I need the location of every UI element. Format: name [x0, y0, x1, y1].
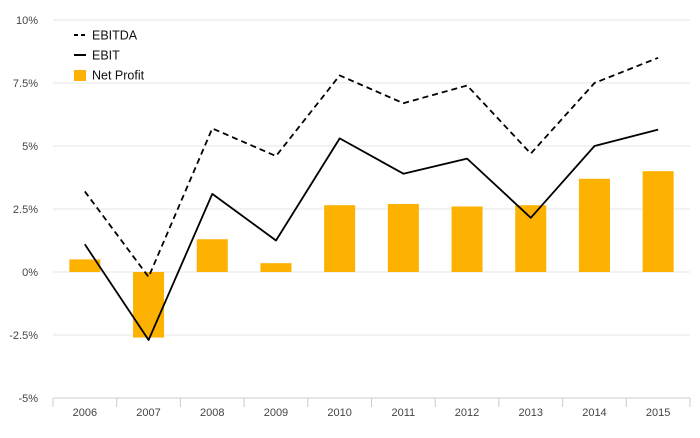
x-tick-label: 2009 [264, 407, 288, 419]
x-tick-label: 2008 [200, 407, 224, 419]
bar-net-profit [196, 239, 228, 272]
x-tick-label: 2011 [392, 407, 416, 419]
legend-label: EBITDA [92, 29, 138, 43]
x-tick-label: 2006 [73, 407, 97, 419]
y-axis-tick-labels: 10% 7.5% 5% 2.5% 0% -2.5% -5% [9, 15, 38, 405]
bar-net-profit [387, 203, 419, 272]
bars-net-profit [69, 171, 674, 338]
y-tick-label: 5% [22, 141, 38, 153]
bar-net-profit [260, 263, 292, 272]
x-tick-label: 2007 [136, 407, 160, 419]
y-tick-label: 2.5% [13, 204, 38, 216]
lines-layer [84, 56, 659, 341]
bar-net-profit [578, 178, 610, 272]
line-ebit [84, 128, 659, 341]
bar-net-profit [451, 206, 483, 272]
legend-swatch-net-profit [74, 70, 86, 81]
legend: EBITDA EBIT Net Profit [74, 29, 145, 83]
x-tick-label: 2014 [582, 407, 606, 419]
bar-net-profit [133, 272, 165, 338]
line-ebitda [84, 56, 659, 278]
y-tick-label: 10% [16, 15, 38, 27]
legend-label: EBIT [92, 49, 120, 63]
y-tick-label: 0% [22, 267, 38, 279]
y-tick-label: -5% [18, 393, 38, 405]
bar-net-profit [69, 259, 101, 272]
x-tick-label: 2012 [455, 407, 479, 419]
y-tick-label: -2.5% [9, 330, 38, 342]
bar-net-profit [324, 205, 356, 272]
x-tick-label: 2015 [646, 407, 670, 419]
x-tick-label: 2010 [327, 407, 351, 419]
bar-net-profit [642, 171, 674, 272]
x-tick-label: 2013 [519, 407, 543, 419]
y-tick-label: 7.5% [13, 78, 38, 90]
bar-net-profit [515, 205, 547, 272]
legend-label: Net Profit [92, 69, 145, 83]
x-axis: 2006 2007 2008 2009 2010 2011 2012 2013 2014 2015 [52, 397, 691, 419]
